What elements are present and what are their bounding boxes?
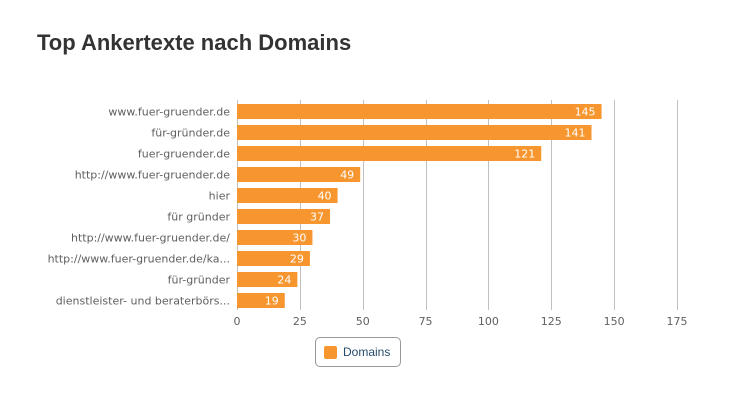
bar-value-label: 37: [310, 211, 324, 224]
bar-value-label: 49: [340, 169, 354, 182]
bar[interactable]: [237, 167, 361, 182]
bar[interactable]: [237, 125, 592, 140]
x-tick-label: 100: [478, 315, 499, 328]
x-tick-label: 0: [234, 315, 241, 328]
bars: [237, 104, 602, 308]
x-tick-label: 75: [419, 315, 433, 328]
x-tick-label: 175: [667, 315, 688, 328]
category-label: für-gründer.de: [151, 127, 230, 140]
bar-value-label: 40: [318, 190, 332, 203]
bar-value-label: 29: [290, 253, 304, 266]
category-label: http://www.fuer-gruender.de/: [71, 232, 230, 245]
bar[interactable]: [237, 293, 285, 308]
category-label: http://www.fuer-gruender.de: [75, 169, 231, 182]
category-label: www.fuer-gruender.de: [108, 106, 230, 119]
chart-title: Top Ankertexte nach Domains: [37, 30, 352, 55]
x-tick-labels: 0 25 50 75 100 125 150 175: [234, 315, 688, 328]
x-tick-label: 150: [604, 315, 625, 328]
bar[interactable]: [237, 104, 602, 119]
bar[interactable]: [237, 230, 313, 245]
category-label: dienstleister- und beraterbörs...: [56, 295, 230, 308]
x-tick-label: 25: [293, 315, 307, 328]
bar-value-label: 30: [292, 232, 306, 245]
bar[interactable]: [237, 188, 338, 203]
bar-value-label: 145: [575, 106, 596, 119]
category-label: http://www.fuer-gruender.de/ka...: [48, 253, 230, 266]
x-tick-label: 125: [541, 315, 562, 328]
bar[interactable]: [237, 272, 298, 287]
legend-label-domains: Domains: [343, 345, 391, 359]
legend-swatch: [324, 345, 337, 359]
x-tick-label: 50: [356, 315, 370, 328]
bar-value-label: 121: [514, 148, 535, 161]
category-label: fuer-gruender.de: [138, 148, 230, 161]
category-labels: www.fuer-gruender.de für-gründer.de fuer-g…: [48, 106, 231, 308]
bar[interactable]: [237, 146, 542, 161]
legend[interactable]: Domains: [315, 337, 401, 367]
bar[interactable]: [237, 251, 310, 266]
bar-labels: 145 141 121 49 40 37 30 29 24 19: [265, 106, 596, 308]
category-label: für gründer: [167, 211, 230, 224]
bar-value-label: 19: [265, 295, 279, 308]
bar-value-label: 141: [565, 127, 586, 140]
category-label: hier: [209, 190, 231, 203]
bar[interactable]: [237, 209, 331, 224]
bar-value-label: 24: [277, 274, 291, 287]
category-label: für-gründer: [168, 274, 231, 287]
